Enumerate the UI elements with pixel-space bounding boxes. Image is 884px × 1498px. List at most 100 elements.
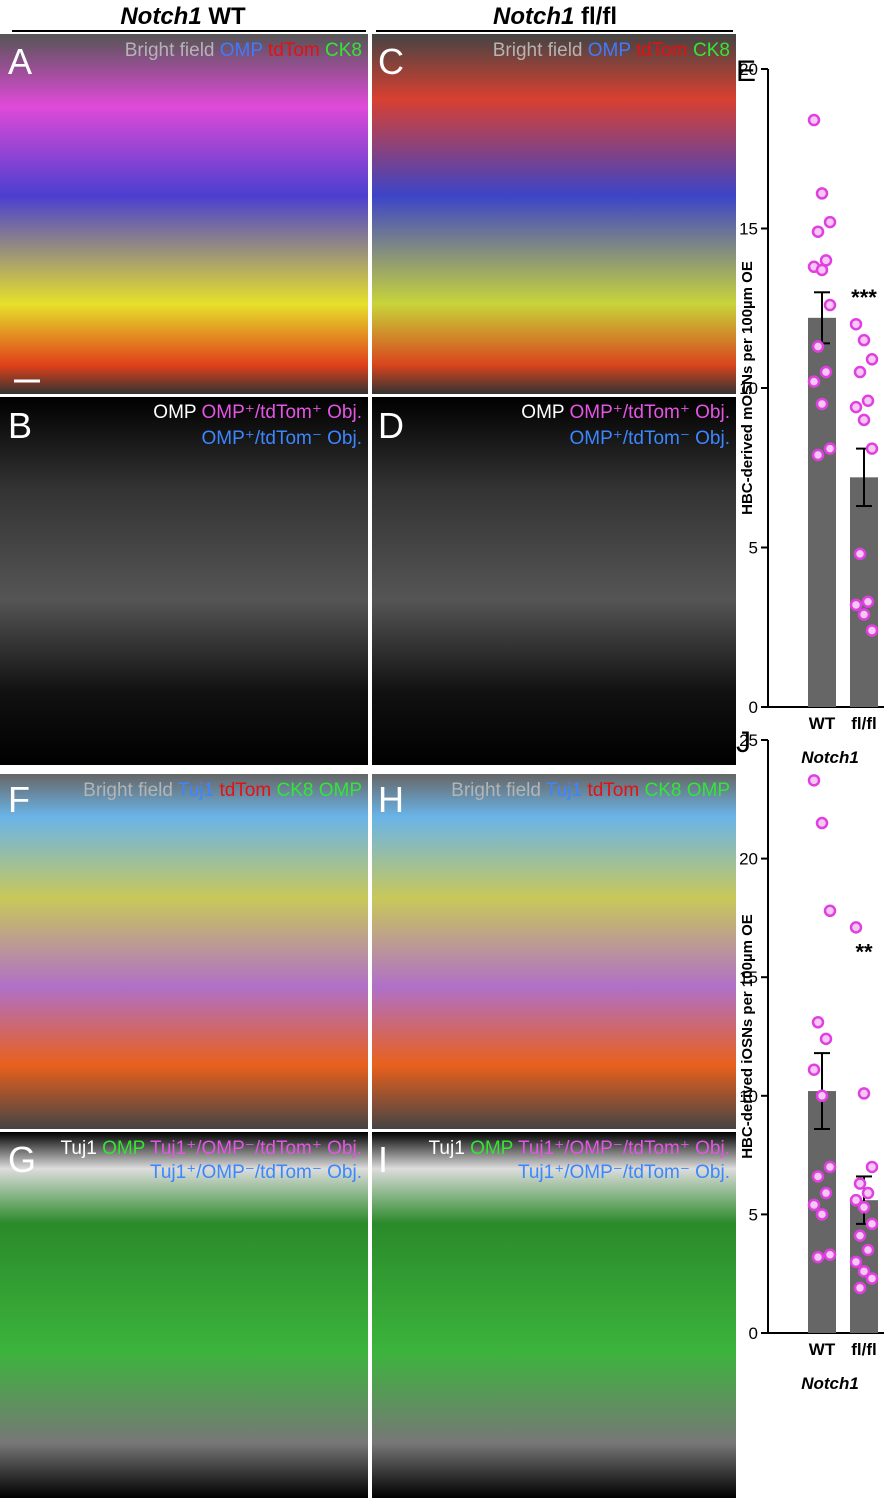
channel: Bright field bbox=[493, 40, 583, 61]
data-point bbox=[807, 113, 821, 127]
micrograph bbox=[0, 1132, 368, 1498]
y-tick-label: 5 bbox=[749, 1205, 758, 1224]
data-point bbox=[823, 1248, 837, 1261]
panel-label: E bbox=[736, 55, 756, 88]
x-tick-label: WT bbox=[809, 714, 836, 733]
channel: tdTom bbox=[268, 40, 320, 61]
panel-label: G bbox=[8, 1139, 36, 1180]
y-tick-label: 10 bbox=[739, 379, 758, 398]
y-tick-label: 15 bbox=[739, 220, 758, 239]
channel: OMP bbox=[588, 40, 631, 61]
channel-legend: Bright field OMP tdTom CK8 bbox=[125, 40, 362, 61]
data-point bbox=[865, 1160, 879, 1174]
channel: OMP bbox=[470, 1138, 513, 1159]
data-point bbox=[807, 1198, 821, 1212]
genotype: WT bbox=[208, 3, 246, 30]
data-point bbox=[853, 1229, 867, 1242]
data-point bbox=[853, 365, 867, 379]
header-left: Notch1 WT bbox=[120, 3, 246, 30]
channel-legend: OMP OMP⁺/tdTom⁺ Obj. bbox=[521, 402, 730, 423]
micrograph bbox=[372, 1132, 736, 1498]
data-point bbox=[815, 1208, 829, 1221]
data-point bbox=[857, 1265, 871, 1278]
data-point bbox=[865, 624, 879, 637]
data-point bbox=[807, 774, 821, 787]
channel-legend: Tuj1 OMP Tuj1⁺/OMP⁻/tdTom⁺ Obj. bbox=[429, 1138, 730, 1159]
micrograph bbox=[0, 774, 368, 1129]
data-point bbox=[815, 263, 829, 277]
channel-legend: Bright field Tuj1 tdTom CK8 OMP bbox=[83, 780, 362, 801]
data-point bbox=[865, 353, 879, 366]
y-tick-label: 20 bbox=[739, 850, 758, 869]
data-point bbox=[807, 375, 821, 388]
panel-label: F bbox=[8, 779, 30, 820]
channel: OMP⁺/tdTom⁻ Obj. bbox=[570, 428, 730, 449]
data-point bbox=[815, 1089, 829, 1103]
data-point bbox=[861, 595, 875, 608]
data-point bbox=[857, 1201, 871, 1214]
x-tick-label: fl/fl bbox=[851, 1340, 877, 1359]
panel-label: C bbox=[378, 41, 404, 82]
data-point bbox=[807, 1063, 821, 1076]
data-point bbox=[823, 1160, 837, 1174]
micrograph bbox=[0, 34, 368, 394]
data-point bbox=[811, 225, 825, 238]
channel: OMP bbox=[687, 780, 730, 801]
data-point bbox=[857, 1087, 871, 1100]
data-point bbox=[819, 1032, 833, 1046]
data-point bbox=[857, 333, 871, 347]
data-point bbox=[811, 340, 825, 353]
channel: OMP bbox=[521, 402, 564, 423]
data-point bbox=[853, 1177, 867, 1190]
bar bbox=[850, 477, 878, 707]
channel: OMP bbox=[102, 1138, 145, 1159]
x-tick-label: WT bbox=[809, 1340, 836, 1359]
annotation: *** bbox=[851, 285, 877, 310]
channel: CK8 bbox=[693, 40, 730, 61]
channel: CK8 bbox=[644, 780, 681, 801]
y-tick-label: 0 bbox=[749, 698, 758, 717]
data-point bbox=[811, 1016, 825, 1029]
channel: Bright field bbox=[451, 780, 541, 801]
panel-label: J bbox=[736, 726, 751, 759]
genotype: fl/fl bbox=[581, 3, 617, 30]
channel-legend: Bright field OMP tdTom CK8 bbox=[493, 40, 730, 61]
x-tick-label: fl/fl bbox=[851, 714, 877, 733]
data-point bbox=[819, 365, 833, 379]
x-axis-title: Notch1 bbox=[801, 1374, 859, 1393]
micrograph bbox=[372, 774, 736, 1129]
data-point bbox=[861, 1243, 875, 1257]
channel: Tuj1 bbox=[429, 1138, 465, 1159]
channel: Tuj1 bbox=[178, 780, 214, 801]
channel-legend: OMP OMP⁺/tdTom⁺ Obj. bbox=[153, 402, 362, 423]
data-point bbox=[815, 816, 829, 830]
channel: OMP⁺/tdTom⁻ Obj. bbox=[202, 428, 362, 449]
data-point bbox=[861, 1186, 875, 1200]
gene: Notch1 bbox=[120, 3, 201, 30]
micrograph bbox=[372, 34, 736, 394]
channel: Tuj1 bbox=[61, 1138, 97, 1159]
channel: OMP⁺/tdTom⁺ Obj. bbox=[570, 402, 730, 423]
data-point bbox=[811, 1170, 825, 1183]
channel: tdTom bbox=[636, 40, 688, 61]
y-tick-label: 15 bbox=[739, 968, 758, 987]
y-tick-label: 10 bbox=[739, 1087, 758, 1106]
micrograph bbox=[372, 397, 736, 765]
channel: OMP⁺/tdTom⁺ Obj. bbox=[202, 402, 362, 423]
panel-label: H bbox=[378, 779, 404, 820]
data-point bbox=[811, 448, 825, 462]
channel: OMP bbox=[319, 780, 362, 801]
channel: Tuj1⁺/OMP⁻/tdTom⁺ Obj. bbox=[518, 1138, 730, 1159]
data-point bbox=[849, 921, 863, 934]
channel: OMP bbox=[153, 402, 196, 423]
y-axis-title: HBC-derived iOSNs per 100µm OE bbox=[739, 914, 756, 1159]
data-point bbox=[849, 400, 863, 414]
data-point bbox=[865, 1217, 879, 1231]
data-point bbox=[823, 442, 837, 455]
channel: tdTom bbox=[219, 780, 271, 801]
data-point bbox=[849, 1255, 863, 1269]
y-axis-title: HBC-derived mOSNs per 100µm OE bbox=[739, 261, 756, 515]
channel: OMP bbox=[220, 40, 263, 61]
data-point bbox=[823, 215, 837, 229]
